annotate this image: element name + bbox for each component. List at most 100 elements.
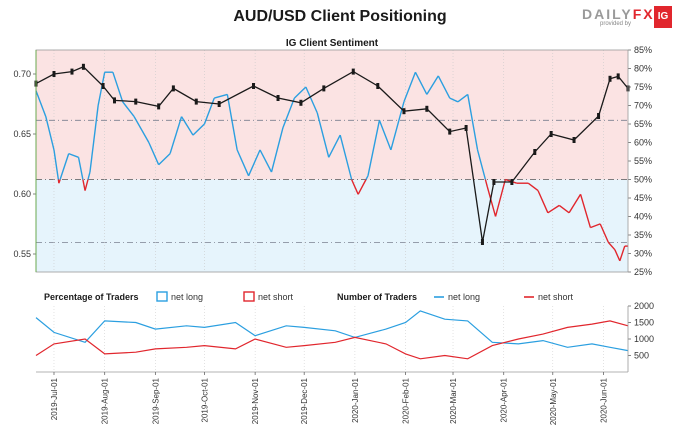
chart-legend: Percentage of Traders net long net short Nu…: [44, 291, 574, 302]
price-candle: [157, 103, 161, 110]
price-candle: [299, 99, 303, 106]
net-long-count-line: [35, 310, 629, 352]
sentiment-line-segment: [365, 175, 369, 180]
sentiment-line-segment: [486, 186, 497, 217]
sentiment-line-segment: [158, 153, 171, 166]
sentiment-line-segment: [367, 120, 381, 176]
price-candle: [402, 108, 406, 115]
sentiment-tick-label: 70%: [634, 101, 652, 111]
sentiment-line-segment: [293, 86, 307, 99]
price-tick-label: 0.70: [13, 69, 31, 79]
sentiment-line-segment: [270, 127, 284, 173]
sentiment-line-segment: [82, 179, 86, 191]
sentiment-line-segment: [282, 97, 296, 128]
sentiment-line-segment: [590, 223, 601, 229]
sentiment-line-segment: [148, 142, 160, 165]
sentiment-line-segment: [53, 149, 60, 180]
price-tick-label: 0.60: [13, 189, 31, 199]
legend-pct-short-swatch: [243, 291, 255, 302]
date-tick-label: 2020-Jun-01: [599, 377, 608, 422]
sentiment-line-segment: [112, 71, 124, 103]
price-candle: [572, 137, 576, 143]
sentiment-line-segment: [537, 190, 549, 214]
sentiment-line-segment: [192, 123, 205, 136]
date-tick-label: 2020-Jan-01: [351, 377, 360, 422]
price-candle: [81, 63, 85, 70]
sentiment-line-segment: [316, 112, 330, 158]
price-candle: [608, 75, 612, 82]
sentiment-tick-label: 30%: [634, 249, 652, 259]
sentiment-line-segment: [527, 182, 539, 192]
sentiment-line-segment: [378, 120, 392, 151]
dailyfx-logo: DAILYFX provided by IG: [582, 4, 674, 30]
price-candle: [533, 149, 537, 155]
price-candle: [70, 68, 74, 75]
sentiment-tick-label: 50%: [634, 175, 652, 185]
sentiment-line-segment: [84, 179, 89, 191]
sentiment-line-segment: [403, 71, 417, 103]
net-long-zone: [36, 179, 628, 272]
date-tick-label: 2019-Oct-01: [200, 377, 209, 422]
price-candle: [217, 101, 221, 107]
sentiment-line-segment: [89, 105, 99, 173]
date-tick-label: 2019-Jul-01: [50, 377, 59, 420]
price-candle: [351, 68, 355, 75]
sentiment-tick-label: 25%: [634, 267, 652, 277]
sentiment-line-segment: [259, 149, 273, 173]
date-tick-label: 2020-May-01: [549, 377, 558, 425]
price-candle: [425, 105, 429, 112]
price-sentiment-panel: IG Client Sentiment 0.70 0.65 0.60 0.55 85% 80…: [13, 38, 652, 277]
sentiment-tick-label: 85%: [634, 45, 652, 55]
price-candle: [376, 83, 380, 89]
price-candle: [134, 98, 138, 105]
sentiment-line-segment: [68, 152, 79, 158]
price-candle: [549, 131, 553, 137]
date-tick-label: 2020-Apr-01: [500, 377, 509, 422]
sentiment-line-segment: [449, 97, 459, 103]
sentiment-line-segment: [426, 75, 439, 95]
sentiment-line-segment: [77, 157, 84, 180]
net-short-zone: [36, 50, 628, 180]
count-tick-label: 1500: [634, 318, 654, 328]
sentiment-line-segment: [45, 116, 55, 151]
sentiment-line-segment: [437, 75, 451, 99]
sentiment-line-segment: [133, 116, 150, 143]
sentiment-line-segment: [122, 101, 135, 118]
trader-count-panel: 2000 1500 1000 500: [35, 301, 654, 373]
ig-logo-mark: IG: [654, 6, 672, 28]
logo-subtext: provided by: [600, 21, 632, 27]
logo-brand: DAILYFX: [582, 6, 655, 22]
sentiment-line-segment: [568, 193, 582, 214]
sentiment-line-segment: [484, 179, 489, 188]
price-candle: [597, 113, 601, 119]
price-candle: [52, 71, 56, 77]
panel-title: IG Client Sentiment: [286, 38, 379, 49]
sentiment-line-segment: [547, 204, 560, 214]
sentiment-tick-label: 75%: [634, 82, 652, 92]
count-tick-label: 2000: [634, 301, 654, 311]
sentiment-tick-label: 40%: [634, 212, 652, 222]
sentiment-line-segment: [414, 71, 428, 95]
legend-num-long-label: net long: [448, 292, 480, 302]
sentiment-line-segment: [203, 97, 215, 125]
sentiment-tick-label: 60%: [634, 138, 652, 148]
date-tick-label: 2019-Dec-01: [300, 377, 309, 424]
sentiment-line-segment: [169, 116, 183, 154]
date-tick-label: 2019-Sep-01: [151, 377, 160, 424]
price-candle: [322, 85, 326, 92]
net-short-count-line: [35, 320, 629, 360]
price-candle: [480, 239, 484, 245]
price-candle: [510, 179, 514, 185]
sentiment-line-segment: [214, 93, 228, 99]
price-candle: [101, 83, 105, 89]
sentiment-line-segment: [350, 179, 359, 195]
sentiment-line-segment: [579, 194, 592, 228]
sentiment-line-segment: [494, 179, 507, 217]
price-tick-label: 0.65: [13, 129, 31, 139]
legend-pct-short-label: net short: [258, 292, 294, 302]
sentiment-tick-label: 35%: [634, 230, 652, 240]
date-tick-label: 2020-Mar-01: [449, 377, 458, 423]
price-candle: [616, 73, 620, 80]
legend-pct-title: Percentage of Traders: [44, 292, 139, 302]
date-tick-label: 2020-Feb-01: [402, 377, 411, 423]
